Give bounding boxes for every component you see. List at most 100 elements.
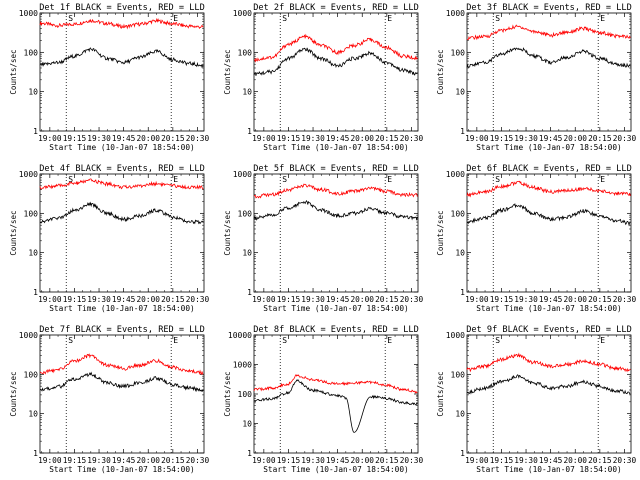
panel-det-1: Det 1f BLACK = Events, RED = LLD 1 10 100 10…: [9, 3, 209, 152]
panel-title: Det 3f BLACK = Events, RED = LLD: [466, 3, 632, 13]
x-tick-label: 20:15: [161, 456, 185, 465]
x-tick-label: 20:00: [136, 456, 160, 465]
series-lld-line: [253, 374, 418, 394]
x-tick-label: 20:15: [588, 134, 612, 143]
x-tick-label: 20:15: [375, 134, 399, 143]
y-tick-label: 1: [460, 127, 465, 136]
x-tick-label: 19:30: [301, 295, 325, 304]
panel-det-4: Det 4f BLACK = Events, RED = LLD 1 10 100 10…: [9, 164, 209, 313]
x-tick-label: 20:30: [186, 134, 210, 143]
end-marker-label: E: [387, 336, 392, 345]
x-tick-label: 20:00: [350, 456, 374, 465]
series-events-line: [39, 201, 204, 225]
y-tick-label: 1: [247, 449, 252, 458]
y-tick-label: 1000: [19, 170, 38, 179]
panel-title: Det 8f BLACK = Events, RED = LLD: [253, 325, 419, 335]
x-tick-label: 20:00: [136, 295, 160, 304]
panel-det-8: Det 8f BLACK = Events, RED = LLD 1 10 100 10…: [223, 325, 423, 474]
x-tick-label: 19:00: [252, 295, 276, 304]
panel-title: Det 1f BLACK = Events, RED = LLD: [39, 3, 205, 13]
panel-det-5: Det 5f BLACK = Events, RED = LLD 1 10 100 10…: [223, 164, 423, 313]
x-tick-label: 20:00: [350, 295, 374, 304]
start-marker-label: S: [495, 336, 500, 345]
series-events-line: [466, 202, 631, 227]
y-tick-label: 1000: [233, 361, 252, 370]
x-tick-label: 19:45: [539, 456, 563, 465]
end-marker-label: E: [600, 175, 605, 184]
x-tick-label: 20:30: [400, 295, 424, 304]
x-tick-label: 20:30: [186, 295, 210, 304]
y-tick-label: 10: [242, 249, 252, 258]
x-axis-label: Start Time (10-Jan-07 18:54:00): [263, 143, 409, 152]
x-tick-label: 19:30: [514, 295, 538, 304]
x-axis-label: Start Time (10-Jan-07 18:54:00): [476, 304, 622, 313]
x-tick-label: 20:00: [563, 134, 587, 143]
series-lld-line: [39, 178, 204, 190]
plot-frame: [39, 12, 205, 132]
plot-frame: [253, 334, 419, 454]
panel-det-2: Det 2f BLACK = Events, RED = LLD 1 10 100 10…: [223, 3, 423, 152]
x-tick-label: 19:15: [277, 134, 301, 143]
series-lld-line: [39, 353, 204, 376]
x-tick-label: 20:30: [613, 295, 637, 304]
y-axis-label: Counts/sec: [9, 210, 18, 255]
y-tick-label: 100: [24, 48, 39, 57]
y-tick-label: 100: [451, 209, 466, 218]
x-axis-label: Start Time (10-Jan-07 18:54:00): [49, 304, 195, 313]
series-events-line: [39, 47, 204, 69]
y-tick-label: 1000: [19, 331, 38, 340]
x-tick-label: 19:00: [465, 134, 489, 143]
x-tick-label: 19:15: [490, 456, 514, 465]
end-marker-label: E: [173, 336, 178, 345]
x-tick-label: 20:00: [563, 456, 587, 465]
x-tick-label: 19:45: [112, 134, 136, 143]
start-marker-label: S: [68, 175, 73, 184]
x-tick-label: 19:00: [38, 134, 62, 143]
y-tick-label: 10: [455, 410, 465, 419]
x-tick-label: 19:45: [326, 295, 350, 304]
start-marker-label: S: [68, 14, 73, 23]
x-tick-label: 20:30: [400, 134, 424, 143]
x-tick-label: 19:45: [326, 456, 350, 465]
x-tick-label: 19:00: [252, 456, 276, 465]
y-axis-label: Counts/sec: [436, 49, 445, 94]
series-events-line: [253, 379, 418, 433]
x-tick-label: 19:45: [539, 134, 563, 143]
x-tick-label: 20:15: [375, 456, 399, 465]
x-tick-label: 19:45: [112, 456, 136, 465]
series-lld-line: [253, 183, 418, 199]
end-marker-label: E: [173, 14, 178, 23]
x-tick-label: 20:15: [588, 456, 612, 465]
end-marker-label: E: [600, 14, 605, 23]
x-axis-label: Start Time (10-Jan-07 18:54:00): [263, 304, 409, 313]
y-tick-label: 1: [247, 288, 252, 297]
x-tick-label: 20:30: [613, 456, 637, 465]
x-tick-label: 20:00: [563, 295, 587, 304]
series-events-line: [466, 374, 631, 395]
start-marker-label: S: [495, 14, 500, 23]
panel-det-3: Det 3f BLACK = Events, RED = LLD 1 10 100 10…: [436, 3, 636, 152]
y-axis-label: Counts/sec: [223, 210, 232, 255]
x-tick-label: 19:30: [87, 134, 111, 143]
x-tick-label: 19:00: [465, 456, 489, 465]
y-tick-label: 100: [238, 390, 253, 399]
x-tick-label: 20:15: [161, 295, 185, 304]
x-tick-label: 19:45: [112, 295, 136, 304]
y-tick-label: 10: [455, 88, 465, 97]
panel-det-7: Det 7f BLACK = Events, RED = LLD 1 10 100 10…: [9, 325, 209, 474]
panel-title: Det 6f BLACK = Events, RED = LLD: [466, 164, 632, 174]
x-tick-label: 19:15: [63, 295, 87, 304]
y-tick-label: 1: [460, 449, 465, 458]
y-tick-label: 10: [242, 88, 252, 97]
end-marker-label: E: [173, 175, 178, 184]
y-axis-label: Counts/sec: [9, 371, 18, 416]
x-tick-label: 20:15: [375, 295, 399, 304]
plot-frame: [39, 334, 205, 454]
y-tick-label: 100: [238, 209, 253, 218]
y-tick-label: 1000: [233, 170, 252, 179]
y-tick-label: 10000: [228, 331, 252, 340]
y-tick-label: 1: [33, 127, 38, 136]
series-events-line: [253, 200, 418, 221]
y-axis-label: Counts/sec: [223, 371, 232, 416]
